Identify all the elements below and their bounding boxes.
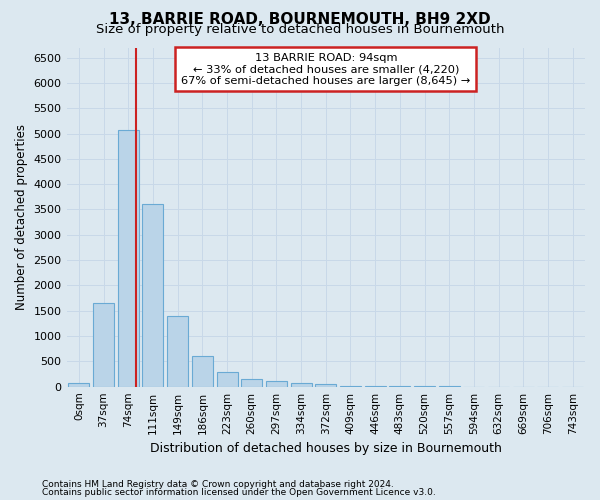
Text: Size of property relative to detached houses in Bournemouth: Size of property relative to detached ho… xyxy=(96,22,504,36)
Bar xyxy=(93,303,114,386)
Bar xyxy=(68,382,89,386)
Bar xyxy=(290,383,311,386)
Bar xyxy=(192,356,213,386)
X-axis label: Distribution of detached houses by size in Bournemouth: Distribution of detached houses by size … xyxy=(150,442,502,455)
Text: 13 BARRIE ROAD: 94sqm
← 33% of detached houses are smaller (4,220)
67% of semi-d: 13 BARRIE ROAD: 94sqm ← 33% of detached … xyxy=(181,52,470,86)
Bar xyxy=(266,381,287,386)
Bar xyxy=(118,130,139,386)
Bar xyxy=(315,384,336,386)
Y-axis label: Number of detached properties: Number of detached properties xyxy=(15,124,28,310)
Text: Contains public sector information licensed under the Open Government Licence v3: Contains public sector information licen… xyxy=(42,488,436,497)
Bar xyxy=(217,372,238,386)
Text: Contains HM Land Registry data © Crown copyright and database right 2024.: Contains HM Land Registry data © Crown c… xyxy=(42,480,394,489)
Bar xyxy=(241,378,262,386)
Bar xyxy=(167,316,188,386)
Text: 13, BARRIE ROAD, BOURNEMOUTH, BH9 2XD: 13, BARRIE ROAD, BOURNEMOUTH, BH9 2XD xyxy=(109,12,491,28)
Bar xyxy=(142,204,163,386)
